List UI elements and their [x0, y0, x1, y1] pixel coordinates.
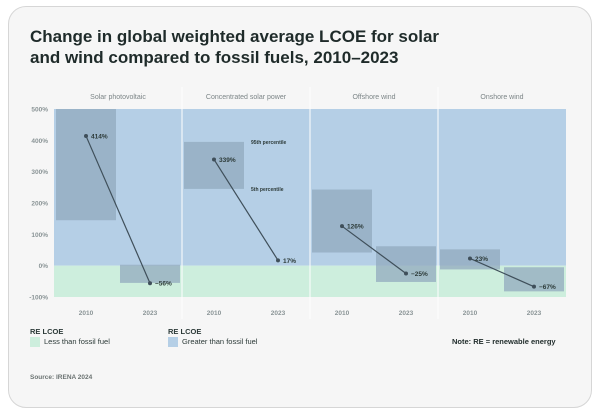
y-tick-label: 300% [31, 169, 48, 176]
x-tick-label: 2023 [399, 310, 414, 317]
category-header: Onshore wind [480, 94, 523, 101]
range-band-2010 [184, 141, 244, 189]
legend-greater-swatch [168, 337, 178, 347]
y-tick-label: 400% [31, 138, 48, 145]
data-label-2010: 23% [475, 256, 488, 263]
legend-greater-title: RE LCOE [168, 327, 202, 336]
chart-title: Change in global weighted average LCOE f… [30, 26, 550, 68]
data-point-2023 [276, 258, 280, 263]
legend-greater-label: Greater than fossil fuel [182, 337, 258, 346]
data-label-2023: −56% [155, 281, 172, 288]
y-tick-label: -100% [29, 295, 48, 302]
y-tick-label: 200% [31, 201, 48, 208]
y-tick-label: 0% [39, 263, 49, 270]
x-tick-label: 2023 [143, 310, 158, 317]
data-point-2010 [468, 256, 472, 261]
series-line [469, 257, 535, 288]
data-label-2010: 126% [347, 224, 364, 231]
legend-less-label: Less than fossil fuel [44, 337, 110, 346]
chart-title-line-1: Change in global weighted average LCOE f… [30, 27, 440, 46]
x-tick-label: 2010 [335, 310, 350, 317]
data-label-2023: −25% [411, 271, 428, 278]
data-label-2010: 414% [91, 133, 108, 140]
category-header: Concentrated solar power [206, 94, 287, 101]
range-band-2010 [312, 189, 372, 253]
data-point-2010 [84, 133, 88, 138]
data-point-2010 [212, 157, 216, 162]
data-label-2010: 339% [219, 157, 236, 164]
data-point-2023 [148, 281, 152, 286]
source-text: Source: IRENA 2024 [30, 374, 93, 381]
x-tick-label: 2023 [527, 310, 542, 317]
range-band-2023 [376, 246, 436, 282]
x-tick-label: 2010 [463, 310, 478, 317]
x-tick-label: 2023 [271, 310, 286, 317]
data-label-2023: 17% [283, 258, 296, 265]
series-line [85, 135, 151, 284]
data-point-2023 [404, 271, 408, 276]
range-band-2010 [56, 109, 116, 221]
y-tick-label: 100% [31, 232, 48, 239]
category-header: Solar photovoltaic [90, 94, 146, 101]
data-point-2023 [532, 284, 536, 289]
series-line [341, 225, 407, 274]
category-header: Offshore wind [352, 94, 395, 101]
legend-less-title: RE LCOE [30, 327, 64, 336]
data-label-2023: −67% [539, 284, 556, 291]
range-band-2023 [120, 264, 180, 283]
x-tick-label: 2010 [79, 310, 94, 317]
chart-title-line-2: and wind compared to fossil fuels, 2010–… [30, 48, 399, 67]
percentile-annotation: 95th percentile [251, 140, 287, 146]
y-tick-label: 500% [31, 107, 48, 114]
x-tick-label: 2010 [207, 310, 222, 317]
data-point-2010 [340, 224, 344, 229]
note-text: Note: RE = renewable energy [452, 337, 556, 346]
legend-less-swatch [30, 337, 40, 347]
percentile-annotation: 5th percentile [251, 187, 284, 193]
series-line [213, 159, 279, 261]
